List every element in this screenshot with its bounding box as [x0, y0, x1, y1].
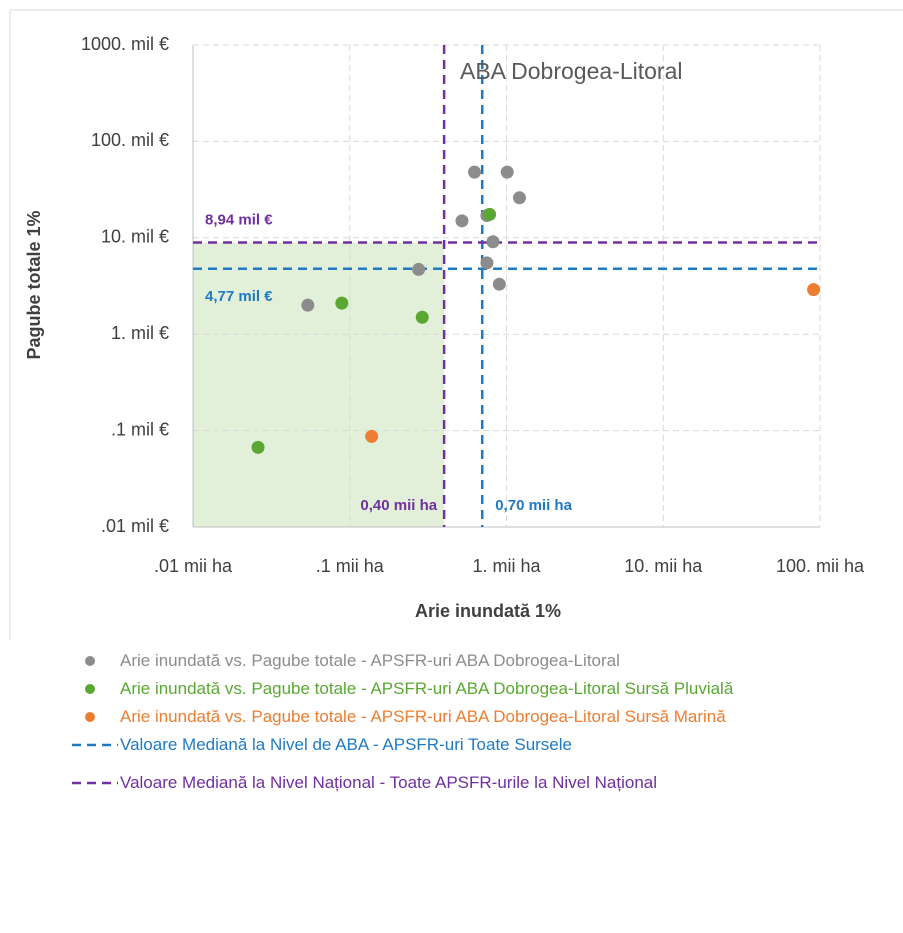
data-point [251, 440, 265, 454]
legend-text: Arie inundată vs. Pagube totale - APSFR-… [120, 651, 620, 670]
x-tick-label: .1 mii ha [316, 556, 385, 576]
y-tick-label: 10. mil € [101, 227, 169, 247]
x-tick-label: .01 mii ha [154, 556, 233, 576]
data-point [468, 165, 482, 179]
legend-marker [72, 781, 118, 785]
legend: Arie inundată vs. Pagube totale - APSFR-… [70, 650, 830, 810]
data-point [500, 165, 514, 179]
chart: Arie inundată 1% Pagube totale 1% .01 mi… [9, 9, 903, 640]
x-tick-label: 1. mii ha [472, 556, 541, 576]
y-tick-label: 1000. mil € [81, 34, 169, 54]
data-point [492, 277, 506, 291]
legend-entry: Arie inundată vs. Pagube totale - APSFR-… [70, 678, 830, 700]
data-point [335, 296, 349, 310]
x-axis-title: Arie inundată 1% [415, 601, 561, 621]
legend-text: Valoare Mediană la Nivel de ABA - APSFR-… [120, 735, 572, 754]
legend-marker [85, 712, 95, 722]
data-point [301, 298, 315, 312]
x-tick-label: 10. mii ha [624, 556, 703, 576]
legend-dot [85, 684, 95, 694]
median-y-label: 4,77 mil € [205, 288, 273, 305]
legend-dot [85, 656, 95, 666]
legend-marker [72, 743, 118, 747]
data-point [480, 256, 494, 270]
data-point [415, 310, 429, 324]
data-point [455, 214, 469, 228]
legend-marker [85, 684, 95, 694]
data-point [412, 262, 426, 276]
legend-entry: Valoare Mediană la Nivel de ABA - APSFR-… [70, 734, 830, 756]
legend-marker [85, 656, 95, 666]
legend-dot [85, 712, 95, 722]
legend-entry: Arie inundată vs. Pagube totale - APSFR-… [70, 650, 830, 672]
data-point [807, 283, 821, 297]
median-x-label: 0,40 mii ha [360, 497, 437, 514]
legend-text: Arie inundată vs. Pagube totale - APSFR-… [120, 679, 734, 698]
x-tick-label: 100. mii ha [776, 556, 865, 576]
median-region [193, 242, 445, 527]
data-point [512, 191, 526, 205]
y-tick-label: 100. mil € [91, 130, 169, 150]
data-point [483, 207, 497, 221]
plot-title: ABA Dobrogea-Litoral [460, 58, 682, 84]
y-tick-label: .1 mil € [111, 419, 169, 439]
median-x-label: 0,70 mii ha [495, 497, 572, 514]
legend-entry: Valoare Mediană la Nivel Național - Toat… [70, 772, 830, 794]
y-axis-title: Pagube totale 1% [24, 210, 44, 359]
median-y-label: 8,94 mil € [205, 211, 273, 228]
y-tick-label: 1. mil € [111, 323, 169, 343]
legend-entry: Arie inundată vs. Pagube totale - APSFR-… [70, 706, 830, 728]
legend-text: Valoare Mediană la Nivel Național - Toat… [120, 773, 658, 792]
data-point [486, 235, 500, 249]
y-tick-label: .01 mil € [101, 516, 169, 536]
data-point [365, 429, 379, 443]
legend-text: Arie inundată vs. Pagube totale - APSFR-… [120, 707, 726, 726]
